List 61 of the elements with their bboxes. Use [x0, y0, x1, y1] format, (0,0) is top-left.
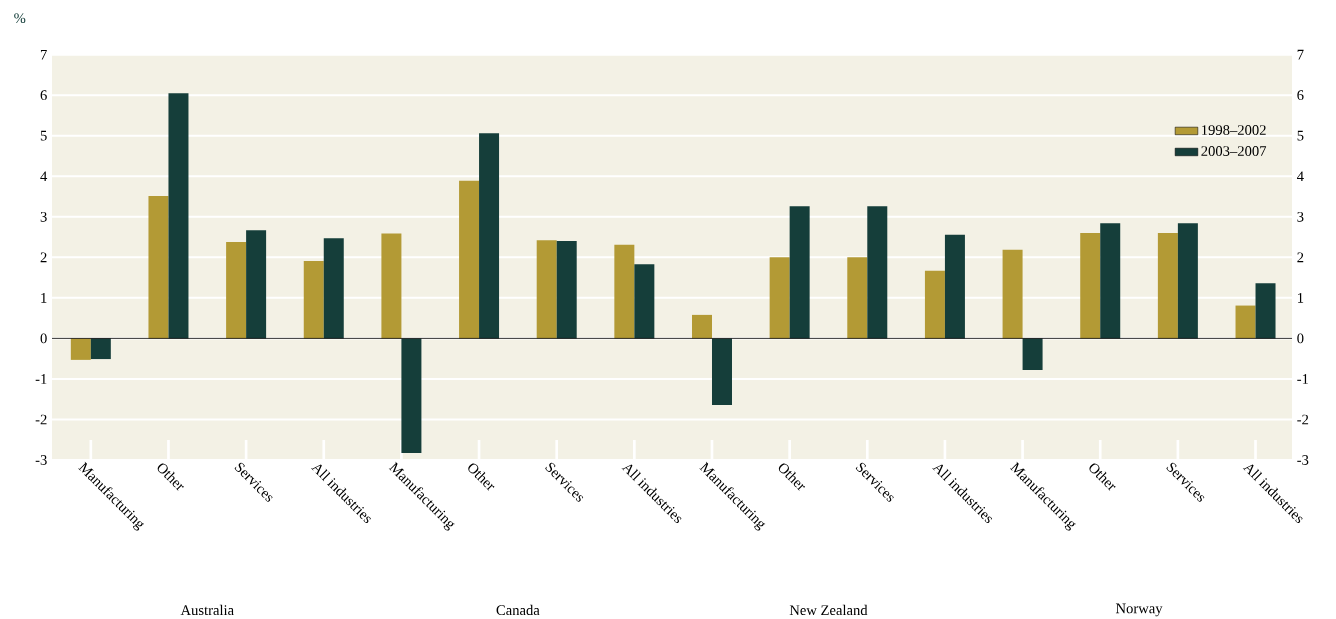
bar	[1235, 305, 1256, 339]
y2-tick-label: 0	[1297, 333, 1304, 344]
bar	[944, 234, 965, 339]
y-tick-label: 1	[41, 293, 47, 303]
y-tick-label: -1	[35, 374, 47, 384]
bar	[226, 241, 247, 339]
bar	[536, 240, 557, 339]
y2-tick-label: 4	[1297, 171, 1304, 182]
bar	[148, 196, 169, 339]
bar	[1080, 233, 1101, 339]
y-tick-label: 0	[40, 333, 47, 344]
bar	[769, 257, 790, 339]
y-tick-label: -3	[35, 455, 47, 465]
bar	[168, 93, 189, 339]
bar	[867, 206, 888, 339]
y-axis-title: %	[14, 13, 26, 24]
bar	[1157, 233, 1178, 339]
legend-label: 1998–2002	[1202, 125, 1266, 135]
bar	[90, 338, 111, 360]
y-tick-label: 7	[40, 49, 47, 60]
bar	[924, 270, 945, 339]
y-tick-label: 5	[40, 130, 47, 141]
text: New Zealand	[789, 604, 868, 616]
legend-label: 2003–2007	[1201, 146, 1267, 156]
bar	[634, 264, 655, 339]
bar	[459, 180, 480, 339]
bar	[246, 230, 267, 339]
y-tick-label: -2	[35, 414, 47, 425]
y2-tick-label: -3	[1297, 455, 1309, 465]
bar	[303, 260, 324, 339]
text: Canada	[496, 604, 540, 616]
bar	[711, 338, 732, 405]
bar	[614, 244, 635, 339]
y2-tick-label: 3	[1297, 211, 1304, 222]
bar	[789, 206, 810, 339]
bar	[381, 233, 402, 339]
bar	[1255, 283, 1276, 339]
y2-tick-label: 6	[1297, 90, 1304, 101]
text: Australia	[180, 604, 234, 616]
bar	[70, 338, 91, 360]
text: Norway	[1115, 603, 1163, 617]
bar	[556, 241, 577, 339]
y2-tick-label: 7	[1297, 49, 1304, 60]
bar	[847, 257, 868, 339]
y2-tick-label: 2	[1297, 252, 1304, 263]
y-tick-label: 4	[40, 171, 48, 182]
bar	[401, 338, 422, 454]
bar	[479, 133, 500, 339]
y2-tick-label: 5	[1297, 130, 1304, 141]
bar	[323, 238, 344, 339]
bar	[1022, 338, 1043, 371]
y2-tick-label: -1	[1297, 374, 1309, 384]
bar	[1002, 249, 1023, 339]
bar	[1100, 223, 1121, 339]
y-tick-label: 6	[40, 90, 47, 101]
bar	[691, 314, 712, 339]
y2-tick-label: 1	[1298, 293, 1304, 303]
y-tick-label: 3	[40, 211, 47, 222]
y2-tick-label: -2	[1297, 414, 1309, 425]
y-tick-label: 2	[40, 252, 47, 263]
bar	[1177, 223, 1198, 339]
